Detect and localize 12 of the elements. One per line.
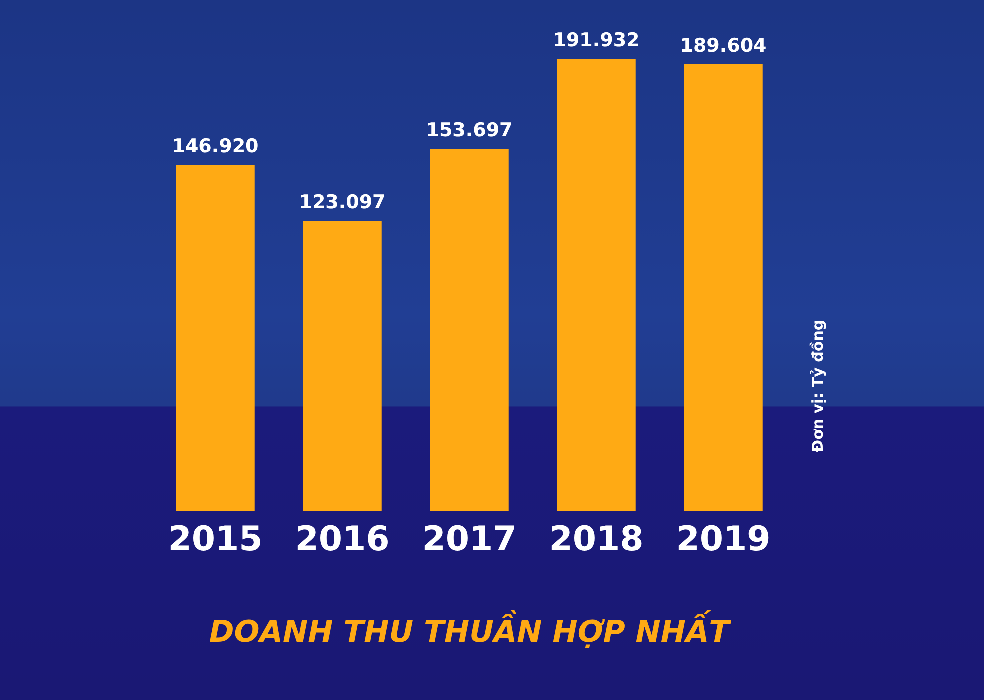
data-label: 189.604 [680, 34, 767, 57]
x-tick-label: 2015 [168, 519, 263, 560]
text: DOANH THU THUẦN HỢP NHẤT [209, 610, 732, 650]
data-label: 153.697 [426, 120, 513, 142]
x-tick-label: 2017 [422, 519, 517, 560]
data-label: 191.932 [553, 29, 640, 52]
data-label: 146.920 [172, 135, 259, 158]
x-tick-label: 2019 [676, 519, 771, 560]
data-label: 123.097 [299, 192, 386, 214]
x-tick-label: 2018 [549, 519, 644, 560]
text: Đơn vị: Tỷ đồng [808, 320, 827, 453]
x-tick-label: 2016 [295, 519, 390, 560]
